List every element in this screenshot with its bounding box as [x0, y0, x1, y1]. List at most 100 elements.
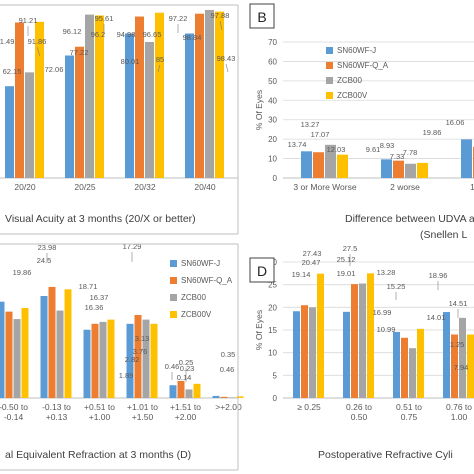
legend-label: ZCB00V: [181, 310, 212, 319]
bar: [25, 72, 34, 178]
data-label: 91.21: [19, 16, 38, 25]
bar: [150, 323, 158, 398]
bar: [134, 314, 142, 398]
bar: [145, 41, 154, 178]
data-label: 95.61: [95, 14, 114, 23]
y-tick-label: 25: [268, 281, 277, 290]
y-tick-label: 10: [268, 349, 277, 358]
bar: [5, 86, 14, 178]
data-label: 3.76: [133, 347, 148, 356]
legend-swatch: [326, 92, 333, 99]
bar: [193, 383, 201, 398]
data-label: 15.25: [387, 282, 406, 291]
bar: [75, 46, 84, 179]
data-label: 2.82: [125, 355, 140, 364]
bar: [83, 329, 91, 398]
bar: [91, 323, 99, 398]
leader-line: [157, 64, 161, 73]
y-tick-label: 60: [268, 57, 277, 66]
bar: [309, 307, 316, 398]
data-label: 7.78: [403, 148, 418, 157]
bar: [169, 385, 177, 398]
data-label: 91.86: [28, 37, 47, 46]
y-tick-label: 50: [268, 77, 277, 86]
bar: [220, 396, 228, 398]
data-label: 25.12: [337, 255, 356, 264]
bar: [401, 337, 408, 398]
x-tick-label: +2.00: [175, 412, 197, 422]
data-label: 16.36: [85, 303, 104, 312]
bar: [15, 22, 24, 179]
bar: [35, 21, 44, 179]
bar: [451, 334, 458, 398]
bar: [5, 311, 13, 398]
legend-label: SN60WF-J: [337, 46, 376, 55]
data-label: 96.12: [63, 27, 82, 36]
bar: [367, 273, 374, 398]
data-label: 0.46: [165, 362, 180, 371]
x-axis-title: Visual Acuity at 3 months (20/X or bette…: [5, 213, 196, 225]
bar: [236, 396, 244, 398]
bar: [301, 305, 308, 398]
data-label: 27.43: [303, 249, 322, 258]
bar: [381, 159, 392, 178]
y-tick-label: 20: [268, 303, 277, 312]
x-axis-title: al Equivalent Refraction at 3 months (D): [5, 449, 191, 461]
x-tick-label: +0.13: [46, 412, 68, 422]
data-label: 16.06: [446, 118, 465, 127]
data-label: 9.61: [366, 145, 381, 154]
data-label: 96.2: [91, 30, 106, 39]
x-tick-label: -0.13 to: [42, 402, 71, 412]
y-tick-label: 30: [268, 116, 277, 125]
data-label: 20.47: [302, 258, 321, 267]
data-label: 77.22: [70, 48, 89, 57]
bar: [467, 334, 474, 398]
x-tick-label: 0.51 to: [396, 402, 422, 412]
data-label: 13.27: [301, 120, 320, 129]
bar: [185, 33, 194, 178]
y-tick-label: 15: [268, 326, 277, 335]
bar: [459, 317, 466, 398]
bar: [405, 163, 416, 178]
x-tick-label: 20/32: [134, 182, 156, 192]
bar: [417, 162, 428, 178]
legend-label: SN60WF-Q_A: [337, 61, 389, 70]
data-label: 8.93: [380, 141, 395, 150]
data-label: 1.89: [119, 371, 134, 380]
x-tick-label: +0.51 to: [84, 402, 115, 412]
data-label: 19.86: [423, 128, 442, 137]
data-label: 85: [156, 55, 164, 64]
x-tick-label: 1.00: [451, 412, 468, 422]
x-tick-label: -0.50 to: [0, 402, 28, 412]
bar: [443, 312, 450, 398]
x-axis-title: Difference between UDVA a: [345, 213, 474, 225]
legend-label: ZCB00: [181, 293, 206, 302]
data-label: 97.22: [169, 14, 188, 23]
bar: [99, 321, 107, 398]
bar: [215, 11, 224, 178]
bar: [228, 397, 236, 398]
panel-letter: D: [257, 263, 267, 279]
legend-swatch: [170, 260, 177, 267]
bar: [125, 33, 134, 178]
bar: [64, 289, 72, 398]
y-tick-label: 20: [268, 135, 277, 144]
bar: [212, 395, 220, 398]
legend-label: SN60WF-Q_A: [181, 276, 233, 285]
legend-label: ZCB00: [337, 76, 362, 85]
data-label: 19.86: [13, 268, 32, 277]
data-label: 0.14: [177, 373, 192, 382]
legend-label: SN60WF-J: [181, 259, 220, 268]
bar: [56, 310, 64, 398]
x-tick-label: 0.75: [401, 412, 418, 422]
x-tick-label: 20/40: [194, 182, 216, 192]
x-tick-label: ≥ 0.25: [297, 402, 321, 412]
data-label: 12.03: [327, 145, 346, 154]
data-label: 19.01: [337, 269, 356, 278]
bar: [107, 319, 115, 398]
bar: [65, 55, 74, 178]
data-label: 13.28: [377, 268, 396, 277]
data-label: 98.84: [183, 33, 202, 42]
bar: [293, 311, 300, 398]
data-label: 19.14: [292, 270, 311, 279]
